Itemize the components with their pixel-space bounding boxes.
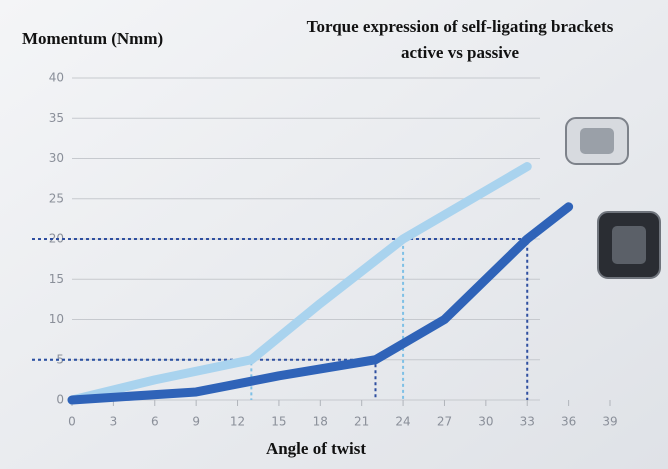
- y-tick-label: 40: [49, 71, 64, 85]
- x-tick-label: 6: [151, 415, 159, 429]
- x-tick-label: 0: [68, 415, 76, 429]
- y-tick-label: 5: [56, 352, 64, 366]
- x-tick-label: 39: [602, 415, 617, 429]
- x-tick-label: 9: [192, 415, 200, 429]
- guide-line: [32, 238, 529, 400]
- chart-title: Torque expression of self-ligating brack…: [307, 17, 614, 36]
- x-tick-label: 3: [110, 415, 118, 429]
- x-tick-label: 33: [520, 415, 535, 429]
- x-tick-label: 27: [437, 415, 452, 429]
- x-tick-label: 36: [561, 415, 576, 429]
- x-tick-label: 18: [313, 415, 328, 429]
- x-tick-label: 24: [395, 415, 410, 429]
- y-tick-label: 0: [56, 393, 64, 407]
- y-tick-label: 10: [49, 312, 64, 326]
- x-tick-label: 21: [354, 415, 369, 429]
- y-axis-title: Momentum (Nmm): [22, 29, 163, 48]
- y-tick-label: 30: [49, 151, 64, 165]
- bracket-active-icon: [565, 117, 629, 165]
- x-axis-title: Angle of twist: [266, 439, 366, 458]
- bracket-passive-icon: [597, 211, 661, 279]
- y-tick-label: 15: [49, 272, 64, 286]
- x-tick-label: 30: [478, 415, 493, 429]
- series-line: [67, 162, 532, 405]
- chart-subtitle: active vs passive: [401, 43, 520, 62]
- y-tick-label: 25: [49, 191, 64, 205]
- x-tick-label: 15: [271, 415, 286, 429]
- series-line: [67, 202, 574, 405]
- x-tick-label: 12: [230, 415, 245, 429]
- y-tick-label: 35: [49, 111, 64, 125]
